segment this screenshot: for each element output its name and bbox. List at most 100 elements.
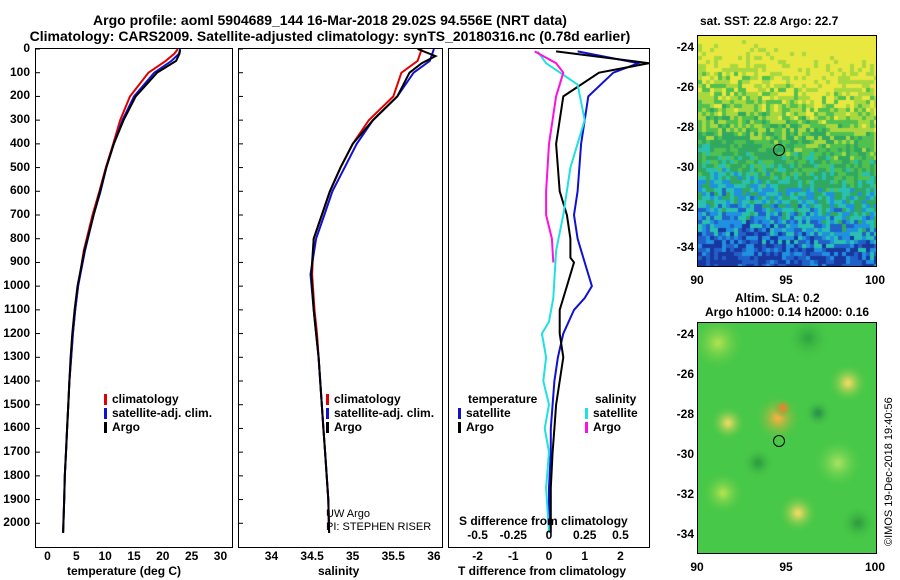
salinity-axis-label: salinity [318,564,360,578]
legend-item-climatology: climatology [104,392,212,406]
lat-tick-label: -30 [676,160,694,174]
depth-tick-label: 1300 [3,349,30,364]
lat-tick-label: -28 [676,120,694,134]
temperature-panel [35,48,233,548]
lon-tick-label: 100 [864,560,886,574]
depth-tick-label: 100 [9,64,30,79]
legend-label: climatology [112,392,179,406]
legend-title-temperature: temperature [468,392,538,406]
sla-map-canvas [698,323,876,553]
legend-title-salinity: salinity [595,392,637,406]
sst-map-canvas [698,36,876,266]
legend-swatch-red [326,393,329,405]
legend-item-argo: Argo [326,420,434,434]
sla-map-title-line-1: Altim. SLA: 0.2 [735,291,820,305]
depth-tick-label: 1400 [3,373,30,387]
pi-annotation: PI: STEPHEN RISER [326,521,432,533]
x-tick-label: 2 [617,549,624,563]
legend-swatch-black [104,421,107,433]
legend-item-satellite: satellite-adj. clim. [326,406,434,420]
sla-map-title-line-2: Argo h1000: 0.14 h2000: 0.16 [705,305,870,319]
depth-tick-label: 1000 [3,278,30,293]
x-tick-label: 20 [156,549,170,563]
lat-tick-label: -34 [676,240,694,254]
legend-label: Argo [593,420,621,434]
lat-tick-label: -26 [676,367,694,381]
x-tick-label: -1 [507,549,519,563]
legend-swatch-black [326,421,329,433]
x-tick-label: -2 [472,549,483,563]
lon-tick-label: 90 [690,273,704,287]
legend-swatch-blue [326,407,329,419]
temperature-plot [36,48,182,533]
lon-tick-label: 95 [779,273,793,287]
credit-text: ©IMOS 19-Dec-2018 19:40:56 [883,397,895,546]
data-source-annotation: UW Argo [326,508,371,520]
argo-location-marker [773,144,785,156]
depth-tick-label: 800 [9,230,30,245]
lat-tick-label: -28 [676,407,694,421]
x-tick-label: 10 [98,549,112,563]
x-tick-label: -0.25 [499,528,527,542]
lat-tick-label: -32 [676,487,694,501]
sst-map-title: sat. SST: 22.8 Argo: 22.7 [700,14,839,28]
x-tick-label: 34.5 [300,549,324,563]
s-difference-axis-label: S difference from climatology [459,514,628,528]
depth-tick-label: 700 [9,207,30,221]
legend-swatch-black [458,421,461,433]
depth-tick-label: 1600 [3,420,30,435]
legend-swatch-red [104,393,107,405]
salinity-plot [239,48,438,533]
lat-tick-label: -34 [676,527,694,541]
x-tick-label: 1 [581,549,589,563]
x-tick-label: -0.5 [467,528,488,542]
t-difference-legend: satellite Argo [458,406,511,434]
depth-tick-label: 1500 [3,396,30,411]
legend-item-s-argo: Argo [585,420,638,434]
depth-tick-label: 0 [23,41,30,55]
x-tick-label: 35.5 [381,549,405,563]
lat-tick-label: -26 [676,80,694,94]
salinity-series-climatology [311,48,423,533]
sst-map [697,35,877,267]
lon-tick-label: 95 [779,560,793,574]
legend-label: Argo [466,420,494,434]
difference-series-t-satellite [548,50,642,533]
legend-item-s-satellite: satellite [585,406,638,420]
legend-swatch-cyan [585,407,588,419]
depth-tick-label: 600 [9,183,30,198]
x-tick-label: 0 [44,549,51,563]
legend-label: satellite [593,406,638,420]
legend-item-t-argo: Argo [458,420,511,434]
depth-tick-label: 1800 [3,467,30,482]
difference-series-t-argo [549,50,650,533]
depth-tick-label: 300 [9,112,30,127]
legend-swatch-magenta [585,421,588,433]
x-tick-label: 0.5 [612,528,629,542]
chart-title-line-2: Climatology: CARS2009. Satellite-adjuste… [29,28,631,44]
lat-tick-label: -32 [676,200,694,214]
temperature-legend: climatology satellite-adj. clim. Argo [104,392,212,434]
legend-label: Argo [112,420,140,434]
legend-item-satellite: satellite-adj. clim. [104,406,212,420]
x-tick-label: 30 [213,549,228,563]
legend-label: satellite [466,406,511,420]
lat-tick-label: -24 [676,327,694,341]
depth-tick-label: 400 [9,135,30,150]
s-difference-legend: satellite Argo [585,406,638,434]
temperature-series-climatology [62,48,179,533]
x-tick-label: 0 [545,549,553,563]
legend-swatch-blue [104,407,107,419]
depth-tick-label: 1700 [3,444,30,459]
x-tick-label: 25 [184,549,199,563]
sla-map [697,322,877,554]
difference-panel [448,48,650,548]
temperature-axis-label: temperature (deg C) [67,564,182,578]
x-tick-label: 5 [73,549,80,563]
difference-plot [534,50,650,533]
x-tick-label: 36 [427,549,441,563]
salinity-series-argo [310,48,438,533]
depth-tick-label: 900 [9,254,30,269]
depth-tick-label: 1900 [3,491,30,506]
lon-tick-label: 90 [690,560,704,574]
